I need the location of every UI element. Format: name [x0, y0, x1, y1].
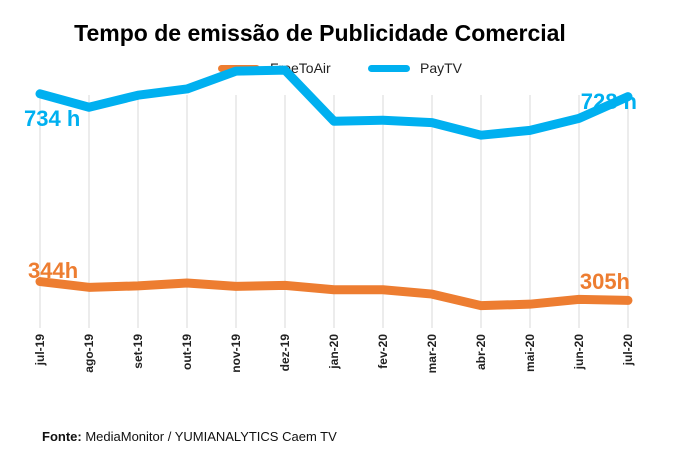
annotation-freetoair-end: 305h: [580, 269, 630, 294]
legend-label-paytv: PayTV: [420, 60, 463, 76]
x-tick-label: jan-20: [327, 334, 341, 370]
source-label: Fonte:: [42, 429, 82, 444]
x-tick-label: mai-20: [523, 334, 537, 372]
x-tick-label: out-19: [180, 334, 194, 370]
source-note: Fonte: MediaMonitor / YUMIANALYTICS Caem…: [42, 429, 337, 444]
x-tick-label: jul-19: [33, 334, 47, 367]
x-tick-label: nov-19: [229, 334, 243, 373]
x-tick-label: mar-20: [425, 334, 439, 374]
annotation-paytv-start: 734 h: [24, 106, 80, 131]
x-axis-ticks: jul-19 ago-19 set-19 out-19 nov-19 dez-19 jan-…: [33, 334, 635, 374]
legend-swatch-paytv: [368, 64, 410, 72]
annotation-paytv-end: 728 h: [581, 89, 637, 114]
legend-item-paytv: PayTV: [368, 60, 462, 76]
x-tick-label: set-19: [131, 334, 145, 369]
x-tick-label: abr-20: [474, 334, 488, 370]
x-tick-label: dez-19: [278, 334, 292, 372]
x-tick-label: jun-20: [572, 334, 586, 371]
x-tick-label: jul-20: [621, 334, 635, 367]
x-tick-label: fev-20: [376, 334, 390, 369]
series-lines: [35, 65, 633, 311]
x-tick-label: ago-19: [82, 334, 96, 373]
annotation-freetoair-start: 344h: [28, 258, 78, 283]
source-text: MediaMonitor / YUMIANALYTICS Caem TV: [85, 429, 337, 444]
chart-title: Tempo de emissão de Publicidade Comercia…: [74, 20, 566, 46]
